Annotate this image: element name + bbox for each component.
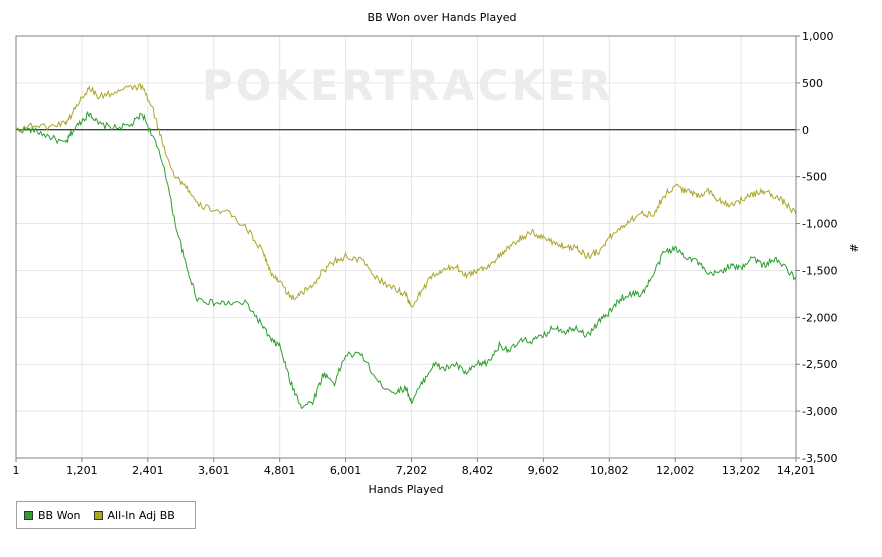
plot-border bbox=[15, 35, 797, 459]
y-tick-label: -3,000 bbox=[802, 405, 837, 418]
legend-label-allin-adj: All-In Adj BB bbox=[107, 508, 175, 522]
x-tick-label: 12,002 bbox=[656, 464, 695, 477]
plot-background bbox=[16, 36, 796, 458]
x-tick-label: 1 bbox=[13, 464, 20, 477]
x-tick-label: 14,201 bbox=[777, 464, 816, 477]
watermark: POKERTRACKER bbox=[202, 61, 614, 110]
x-tick-label: 9,602 bbox=[528, 464, 560, 477]
chart-title: BB Won over Hands Played bbox=[368, 11, 517, 24]
x-axis: 1 1,201 2,401 3,601 4,801 6,001 7,202 8,402 9,60… bbox=[13, 458, 816, 477]
y-tick-label: -3,500 bbox=[802, 452, 837, 465]
legend-swatch-allin-adj bbox=[93, 510, 103, 520]
plot-area: POKERTRACKER bbox=[15, 35, 797, 459]
y-tick-label: 0 bbox=[802, 124, 809, 137]
x-tick-label: 6,001 bbox=[330, 464, 362, 477]
y-tick-label: -1,500 bbox=[802, 264, 837, 277]
y-axis-label: # bbox=[847, 243, 860, 252]
y-tick-label: -2,000 bbox=[802, 311, 837, 324]
legend: BB Won All-In Adj BB bbox=[16, 501, 196, 529]
x-tick-label: 1,201 bbox=[66, 464, 98, 477]
series-line-bb-won bbox=[15, 110, 797, 410]
x-axis-label: Hands Played bbox=[369, 483, 444, 496]
x-tick-label: 8,402 bbox=[462, 464, 494, 477]
series-line-allin-adj bbox=[15, 82, 797, 308]
y-tick-label: -1,000 bbox=[802, 218, 837, 231]
y-tick-label: -2,500 bbox=[802, 358, 837, 371]
y-tick-label: 500 bbox=[802, 77, 823, 90]
legend-item-allin-adj[interactable]: All-In Adj BB bbox=[93, 508, 175, 522]
legend-swatch-bb-won bbox=[24, 510, 33, 520]
series-layer bbox=[15, 82, 797, 410]
legend-label-bb-won: BB Won bbox=[38, 508, 81, 522]
x-tick-label: 2,401 bbox=[132, 464, 164, 477]
y-tick-label: -500 bbox=[802, 171, 827, 184]
x-tick-label: 7,202 bbox=[396, 464, 428, 477]
x-tick-label: 10,802 bbox=[590, 464, 629, 477]
y-axis: 1,000 500 0 -500 -1,000 -1,500 -2,000 -2,500 -3,… bbox=[796, 30, 837, 465]
legend-item-bb-won[interactable]: BB Won bbox=[24, 509, 81, 522]
x-tick-label: 3,601 bbox=[198, 464, 230, 477]
x-tick-label: 13,202 bbox=[722, 464, 761, 477]
y-tick-label: 1,000 bbox=[802, 30, 834, 43]
x-tick-label: 4,801 bbox=[264, 464, 296, 477]
